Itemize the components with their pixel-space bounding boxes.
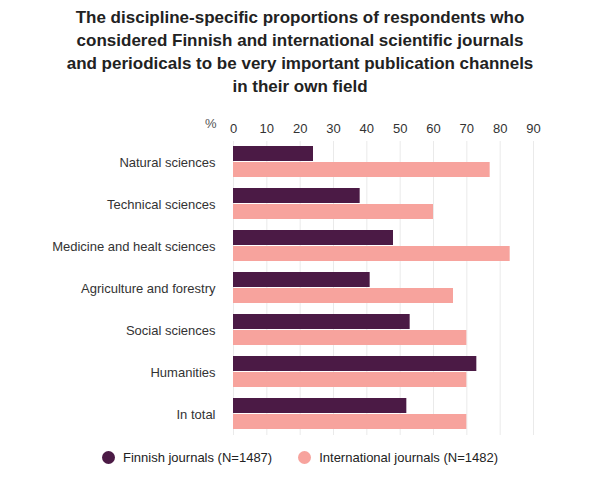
svg-text:Natural sciences: Natural sciences	[119, 155, 216, 170]
svg-text:Social sciences: Social sciences	[126, 323, 216, 338]
svg-text:70: 70	[460, 121, 474, 136]
svg-text:50: 50	[393, 121, 407, 136]
svg-text:90: 90	[526, 121, 540, 136]
svg-text:10: 10	[260, 121, 274, 136]
svg-text:40: 40	[360, 121, 374, 136]
svg-text:20: 20	[293, 121, 307, 136]
html-text:Finnish journals (N=1487): Finnish journals (N=1487)	[123, 450, 273, 465]
html-text:International journals (N=1482: International journals (N=1482)	[319, 450, 498, 465]
svg-text:30: 30	[326, 121, 340, 136]
svg-text:80: 80	[493, 121, 507, 136]
svg-text:Humanities: Humanities	[150, 365, 216, 380]
svg-text:0: 0	[230, 121, 237, 136]
svg-text:Medicine and healt sciences: Medicine and healt sciences	[52, 239, 216, 254]
svg-text:Agriculture and forestry: Agriculture and forestry	[81, 281, 216, 296]
svg-text:60: 60	[426, 121, 440, 136]
svg-text:Technical sciences: Technical sciences	[107, 197, 216, 212]
svg-text:In total: In total	[176, 407, 215, 422]
html-text:The discipline-specific propor: The discipline-specific proportions of r…	[66, 8, 534, 96]
